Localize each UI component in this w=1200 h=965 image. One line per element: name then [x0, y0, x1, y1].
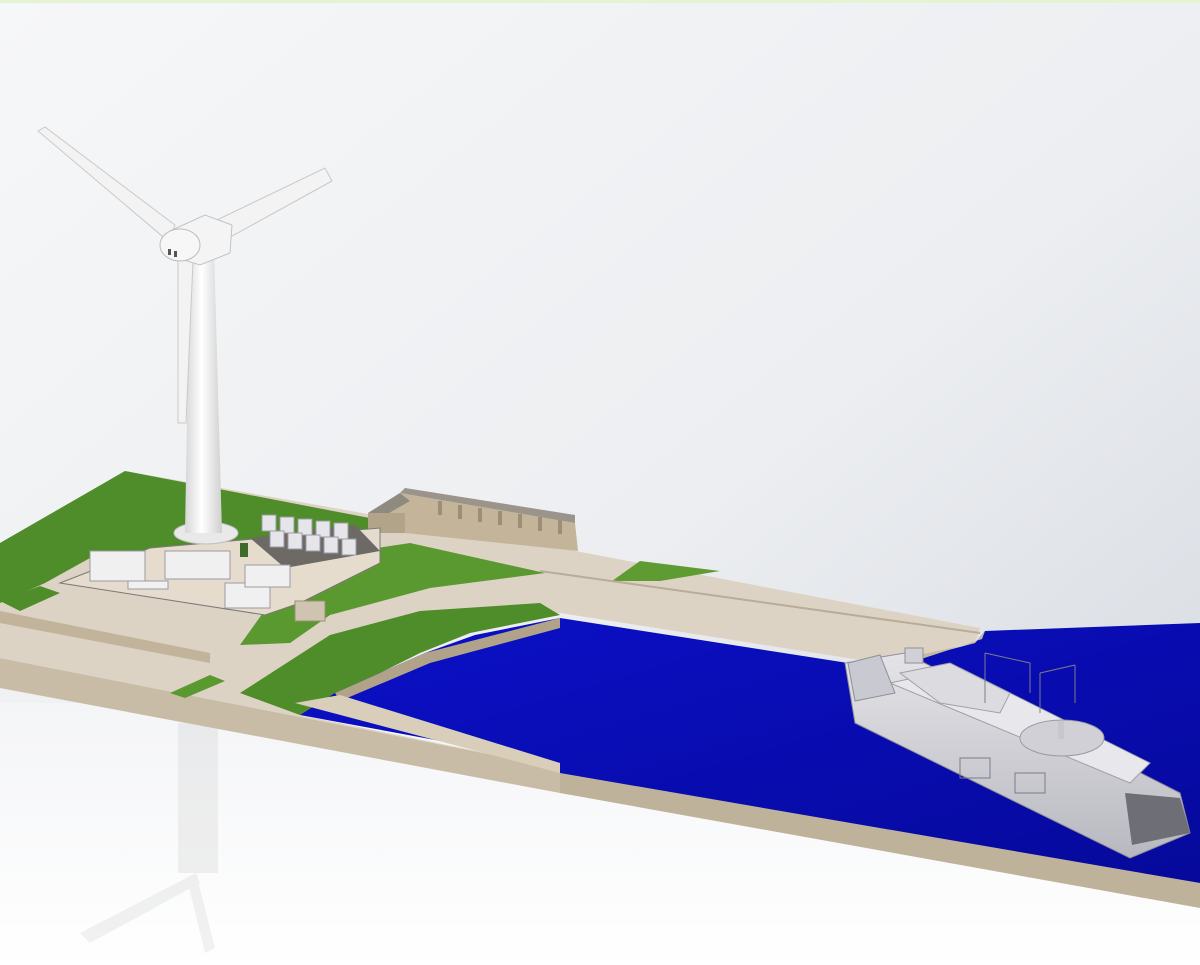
- retaining-wall: [0, 611, 210, 663]
- grass-lower: [240, 603, 560, 715]
- site-front-wall: [0, 658, 560, 793]
- vessel-rear-cargo: [1125, 793, 1190, 845]
- quay-inner-wall: [335, 618, 560, 701]
- vessel: [844, 647, 1191, 859]
- grass-strip: [0, 586, 60, 611]
- turbine-tower: [185, 248, 222, 533]
- grass-right: [612, 561, 720, 581]
- vessel-bridge: [898, 662, 1011, 714]
- vessel-bow-structure: [847, 654, 896, 702]
- site-front-wall-2: [560, 768, 1200, 908]
- turbine-hub: [159, 228, 201, 262]
- grass-corner: [170, 675, 225, 698]
- render-scene: [0, 3, 1200, 965]
- path-edge: [539, 570, 981, 634]
- slipway: [295, 695, 560, 773]
- turbine-reflection: [80, 723, 218, 953]
- turbine-blade-left: [37, 126, 176, 242]
- electrical-compound: [58, 514, 381, 622]
